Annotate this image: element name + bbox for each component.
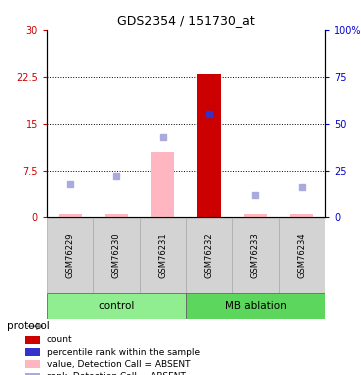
Bar <box>290 214 313 217</box>
Bar <box>105 214 128 217</box>
Text: percentile rank within the sample: percentile rank within the sample <box>47 348 200 357</box>
Bar <box>151 152 174 217</box>
Bar <box>25 372 40 375</box>
Text: GSM76234: GSM76234 <box>297 232 306 278</box>
Bar <box>25 360 40 368</box>
Text: GSM76233: GSM76233 <box>251 232 260 278</box>
Bar <box>58 214 82 217</box>
Text: MB ablation: MB ablation <box>225 301 286 310</box>
Text: GSM76232: GSM76232 <box>205 232 214 278</box>
Bar <box>47 292 186 319</box>
Text: rank, Detection Call = ABSENT: rank, Detection Call = ABSENT <box>47 372 186 375</box>
Title: GDS2354 / 151730_at: GDS2354 / 151730_at <box>117 15 255 27</box>
Bar <box>47 217 93 292</box>
Bar <box>25 348 40 356</box>
Text: GSM76231: GSM76231 <box>158 232 167 278</box>
Bar <box>25 336 40 344</box>
Bar <box>140 217 186 292</box>
Bar <box>279 217 325 292</box>
Bar <box>93 217 140 292</box>
Bar <box>197 74 221 217</box>
Bar <box>232 217 279 292</box>
Text: value, Detection Call = ABSENT: value, Detection Call = ABSENT <box>47 360 191 369</box>
Text: GSM76229: GSM76229 <box>66 232 75 278</box>
Text: control: control <box>98 301 135 310</box>
Bar <box>244 214 267 217</box>
Text: count: count <box>47 335 73 344</box>
Bar <box>186 292 325 319</box>
Text: GSM76230: GSM76230 <box>112 232 121 278</box>
Text: protocol: protocol <box>7 321 50 331</box>
Bar <box>186 217 232 292</box>
